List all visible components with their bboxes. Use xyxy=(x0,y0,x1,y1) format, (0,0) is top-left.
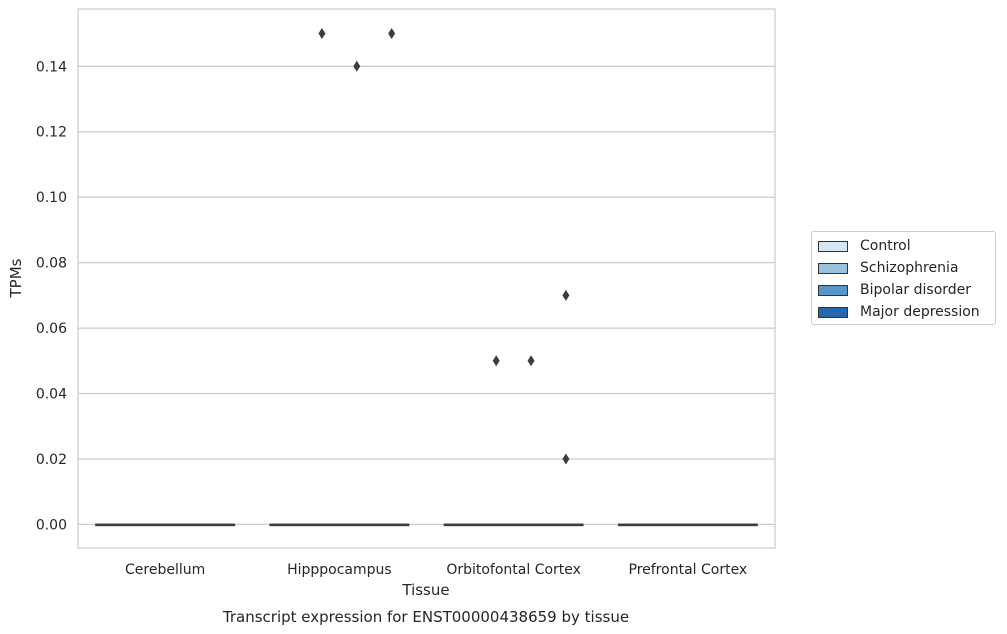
y-axis-label: TPMs xyxy=(7,258,25,298)
chart-title: Transcript expression for ENST0000043865… xyxy=(222,608,629,626)
legend-item-major-depression: Major depression xyxy=(818,303,980,321)
x-tick-label: Hipppocampus xyxy=(287,562,392,578)
legend-label: Bipolar disorder xyxy=(860,282,972,298)
y-tick-label: 0.14 xyxy=(36,59,67,75)
outlier-point xyxy=(562,453,570,465)
legend-swatch xyxy=(818,240,848,252)
legend-swatch xyxy=(818,306,848,318)
y-tick-label: 0.08 xyxy=(36,256,67,272)
plot-frame xyxy=(77,8,776,549)
legend-swatch xyxy=(818,262,848,274)
y-tick-label: 0.06 xyxy=(36,321,67,337)
legend-label: Control xyxy=(860,238,911,254)
plot-background xyxy=(78,9,775,548)
y-tick-label: 0.04 xyxy=(36,387,67,403)
outlier-point xyxy=(527,355,535,367)
outlier-point xyxy=(562,289,570,301)
legend-item-bipolar-disorder: Bipolar disorder xyxy=(818,281,971,299)
y-tick-labels: 0.00 0.02 0.04 0.06 0.08 0.10 0.12 0.14 xyxy=(36,59,67,533)
x-tick-label: Orbitofontal Cortex xyxy=(446,562,581,578)
outlier-point xyxy=(318,28,326,40)
legend: Control Schizophrenia Bipolar disorder M… xyxy=(811,231,996,325)
y-tick-label: 0.12 xyxy=(36,125,67,141)
outlier-layer xyxy=(318,28,570,465)
legend-item-schizophrenia: Schizophrenia xyxy=(818,259,958,277)
legend-label: Schizophrenia xyxy=(860,260,959,276)
x-tick-label: Cerebellum xyxy=(125,562,205,578)
legend-swatch xyxy=(818,284,848,296)
outlier-point xyxy=(492,355,500,367)
x-tick-label: Prefrontal Cortex xyxy=(629,562,748,578)
x-axis-label: Tissue xyxy=(401,581,449,599)
legend-item-control: Control xyxy=(818,237,911,255)
legend-label: Major depression xyxy=(860,304,980,320)
box-layer xyxy=(95,523,758,527)
x-tick-labels: Cerebellum Hipppocampus Orbitofontal Corte… xyxy=(125,562,747,578)
y-tick-label: 0.10 xyxy=(36,190,67,206)
y-tick-label: 0.02 xyxy=(36,452,67,468)
outlier-point xyxy=(388,28,396,40)
outlier-point xyxy=(353,60,361,72)
y-tick-label: 0.00 xyxy=(36,517,67,533)
